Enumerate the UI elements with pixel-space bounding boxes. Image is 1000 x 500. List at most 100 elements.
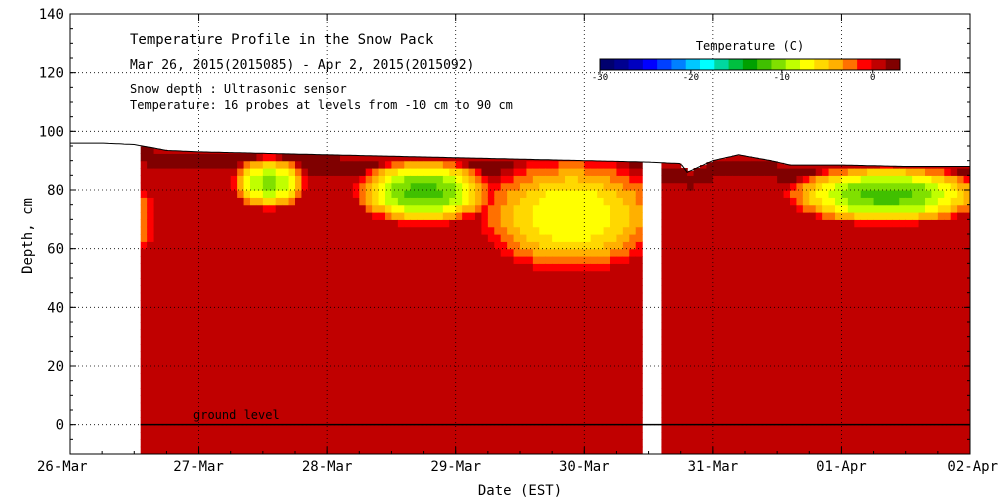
- temperature-cell: [262, 285, 270, 294]
- temperature-cell: [468, 446, 476, 454]
- temperature-cell: [282, 241, 290, 250]
- temperature-cell: [925, 424, 933, 433]
- temperature-cell: [635, 168, 643, 176]
- temperature-cell: [757, 388, 765, 396]
- temperature-cell: [577, 204, 585, 213]
- temperature-cell: [912, 439, 920, 448]
- temperature-cell: [513, 351, 521, 360]
- temperature-cell: [301, 395, 309, 404]
- temperature-cell: [430, 314, 438, 323]
- temperature-cell: [397, 219, 405, 228]
- temperature-cell: [449, 256, 457, 264]
- temperature-cell: [468, 158, 476, 162]
- temperature-cell: [333, 395, 341, 404]
- temperature-cell: [892, 292, 900, 301]
- temperature-cell: [449, 417, 457, 426]
- temperature-cell: [333, 388, 341, 396]
- temperature-cell: [217, 190, 225, 198]
- temperature-cell: [912, 226, 920, 235]
- temperature-cell: [295, 314, 303, 323]
- temperature-cell: [359, 402, 367, 411]
- temperature-cell: [172, 314, 180, 323]
- temperature-cell: [693, 175, 701, 184]
- temperature-cell: [372, 219, 380, 228]
- temperature-cell: [507, 226, 515, 235]
- temperature-cell: [944, 292, 952, 301]
- temperature-cell: [237, 212, 245, 220]
- temperature-cell: [179, 314, 187, 323]
- temperature-cell: [584, 358, 592, 367]
- temperature-cell: [205, 358, 213, 367]
- temperature-cell: [603, 168, 611, 176]
- temperature-cell: [674, 351, 682, 360]
- temperature-cell: [430, 358, 438, 367]
- temperature-cell: [745, 322, 753, 330]
- temperature-cell: [327, 410, 335, 418]
- temperature-cell: [198, 432, 206, 440]
- temperature-cell: [545, 358, 553, 367]
- temperature-cell: [449, 410, 457, 418]
- temperature-cell: [250, 439, 258, 448]
- temperature-cell: [507, 256, 515, 264]
- temperature-cell: [565, 160, 573, 169]
- temperature-cell: [147, 270, 155, 279]
- temperature-cell: [687, 256, 695, 264]
- temperature-cell: [397, 156, 405, 162]
- temperature-cell: [275, 344, 283, 352]
- temperature-cell: [520, 248, 528, 257]
- temperature-cell: [558, 160, 566, 162]
- temperature-cell: [269, 314, 277, 323]
- temperature-cell: [565, 329, 573, 338]
- temperature-cell: [854, 300, 862, 308]
- temperature-cell: [237, 226, 245, 235]
- temperature-cell: [635, 322, 643, 330]
- temperature-cell: [397, 322, 405, 330]
- temperature-cell: [198, 373, 206, 382]
- temperature-cell: [198, 402, 206, 411]
- temperature-cell: [282, 285, 290, 294]
- temperature-cell: [815, 270, 823, 279]
- temperature-cell: [410, 351, 418, 360]
- temperature-cell: [532, 380, 540, 389]
- temperature-cell: [661, 439, 669, 448]
- temperature-cell: [442, 410, 450, 418]
- temperature-cell: [725, 366, 733, 374]
- temperature-cell: [385, 263, 393, 272]
- temperature-cell: [892, 351, 900, 360]
- temperature-cell: [597, 285, 605, 294]
- temperature-cell: [295, 388, 303, 396]
- temperature-cell: [674, 175, 682, 184]
- temperature-cell: [809, 380, 817, 389]
- temperature-cell: [905, 402, 913, 411]
- temperature-cell: [725, 388, 733, 396]
- temperature-cell: [925, 241, 933, 250]
- temperature-cell: [918, 351, 926, 360]
- temperature-cell: [661, 175, 669, 184]
- temperature-cell: [256, 204, 264, 213]
- temperature-cell: [700, 402, 708, 411]
- temperature-cell: [719, 432, 727, 440]
- temperature-cell: [282, 446, 290, 454]
- temperature-cell: [796, 175, 804, 184]
- temperature-cell: [481, 336, 489, 345]
- temperature-cell: [764, 168, 772, 176]
- temperature-cell: [417, 156, 425, 162]
- temperature-cell: [815, 322, 823, 330]
- temperature-cell: [584, 175, 592, 184]
- temperature-cell: [912, 278, 920, 286]
- temperature-cell: [500, 182, 508, 191]
- temperature-cell: [365, 358, 373, 367]
- temperature-cell: [847, 388, 855, 396]
- temperature-cell: [680, 212, 688, 220]
- temperature-cell: [886, 424, 894, 433]
- temperature-cell: [404, 219, 412, 228]
- temperature-cell: [140, 278, 148, 286]
- temperature-cell: [590, 300, 598, 308]
- temperature-cell: [796, 165, 804, 169]
- temperature-cell: [539, 204, 547, 213]
- temperature-cell: [616, 263, 624, 272]
- temperature-cell: [224, 300, 232, 308]
- temperature-cell: [822, 322, 830, 330]
- temperature-cell: [250, 307, 258, 316]
- temperature-cell: [507, 278, 515, 286]
